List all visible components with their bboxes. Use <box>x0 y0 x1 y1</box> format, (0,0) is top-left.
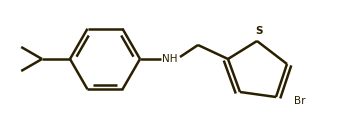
Text: S: S <box>255 26 263 36</box>
Text: Br: Br <box>294 96 306 106</box>
Text: NH: NH <box>162 54 178 64</box>
